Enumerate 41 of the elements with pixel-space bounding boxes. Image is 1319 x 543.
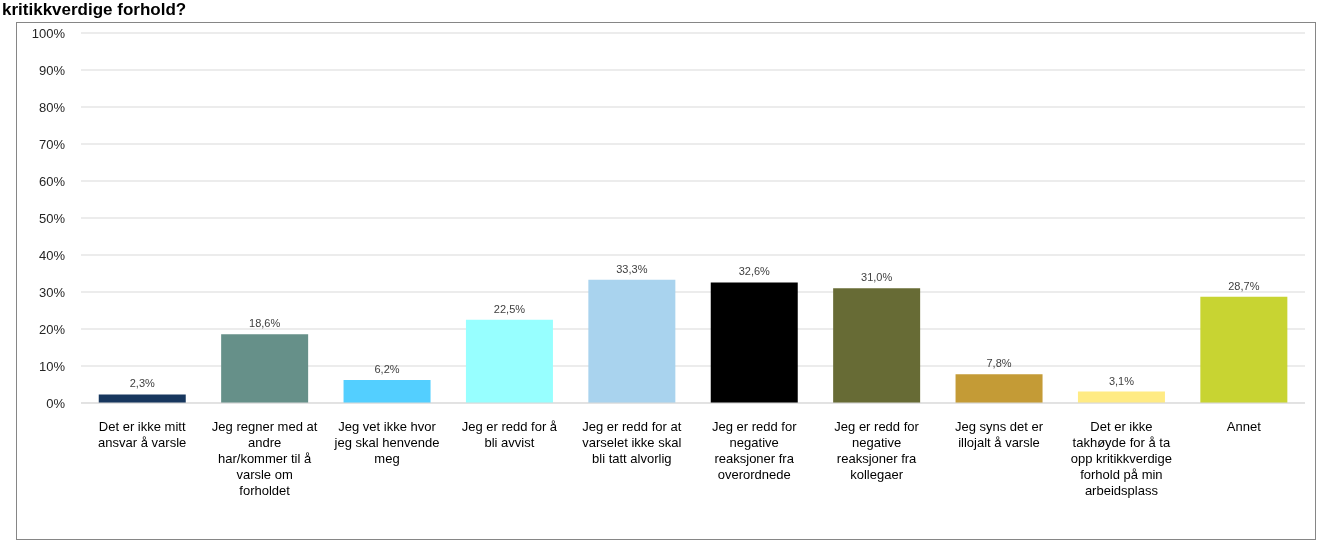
bar (98, 394, 186, 403)
y-tick-label: 0% (46, 395, 66, 411)
x-tick-label: Jeg syns det er illojalt å varsle (954, 418, 1044, 450)
bar (588, 279, 676, 403)
y-tick-label: 40% (38, 247, 66, 263)
chart-title: kritikkverdige forhold? (2, 0, 187, 20)
y-tick-label: 20% (38, 321, 66, 337)
y-tick-label: 100% (31, 25, 66, 41)
bar (955, 374, 1043, 403)
x-tick-label: Annet (1226, 418, 1262, 434)
x-tick-label: Det er ikke takhøyde for å ta opp kritikkverdige forhold på min arbeidsplass (1070, 418, 1172, 498)
bar (343, 380, 431, 403)
y-tick-label: 70% (38, 136, 66, 152)
y-tick-label: 10% (38, 358, 66, 374)
data-label: 2,3% (129, 377, 155, 390)
data-label: 6,2% (374, 363, 400, 376)
x-tick-label: Jeg er redd for å bli avvist (461, 418, 558, 450)
x-tick-label: Det er ikke mitt ansvar å varsle (98, 418, 187, 450)
x-tick-label: Jeg er redd for negative reaksjoner fra kollegaer (834, 418, 920, 482)
data-label: 32,6% (738, 265, 771, 278)
bar (1200, 296, 1288, 403)
data-label: 18,6% (249, 317, 281, 330)
y-tick-label: 50% (38, 210, 66, 226)
y-tick-label: 80% (38, 99, 66, 115)
data-label: 3,1% (1108, 374, 1135, 387)
data-label: 33,3% (616, 262, 648, 275)
bar (833, 288, 921, 403)
bar (221, 334, 309, 403)
data-label: 28,7% (1228, 279, 1260, 292)
y-tick-label: 30% (38, 284, 66, 300)
y-tick-label: 90% (38, 62, 66, 78)
x-tick-label: Jeg vet ikke hvor jeg skal henvende meg (333, 418, 440, 466)
data-label: 7,8% (986, 357, 1012, 370)
y-tick-label: 60% (38, 173, 66, 189)
bar (465, 319, 553, 403)
x-tick-label: Jeg regner med at andre har/kommer til å varsle om forholdet (211, 418, 318, 498)
data-label: 31,0% (861, 271, 893, 284)
x-tick-label: Jeg er redd for negative reaksjoner fra overordnede (711, 418, 798, 482)
bar (710, 282, 798, 403)
x-tick-label: Jeg er redd for at varselet ikke skal bli tatt alvorlig (582, 418, 682, 466)
data-label: 22,5% (493, 302, 526, 315)
